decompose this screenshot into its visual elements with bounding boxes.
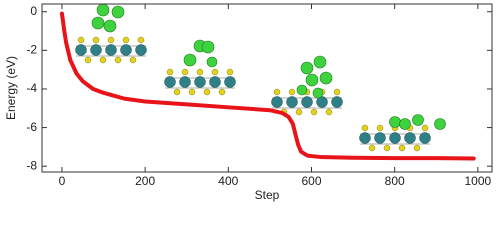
page: Energy (eV) Step 0 -2 -4 -6 -8 0 200 400 600 800 1… xyxy=(4,3,493,203)
structure-insets xyxy=(75,3,446,152)
y-tick-label: -2 xyxy=(26,43,37,57)
y-tick-label: -4 xyxy=(26,81,37,95)
y-tick-label: 0 xyxy=(30,4,37,18)
y-tick-label: -6 xyxy=(26,120,37,134)
x-tick-label: 1000 xyxy=(465,174,492,188)
energy-line xyxy=(59,11,476,161)
y-axis-label: Energy (eV) xyxy=(4,56,18,120)
x-tick-label: 200 xyxy=(135,174,155,188)
x-axis-label: Step xyxy=(255,188,280,202)
x-tick-label: 0 xyxy=(59,174,66,188)
x-tick-label: 800 xyxy=(385,174,405,188)
x-tick-label: 600 xyxy=(301,174,321,188)
x-tick-label: 400 xyxy=(218,174,238,188)
chart: Energy (eV) Step 0 -2 -4 -6 -8 0 200 400 600 800 1… xyxy=(4,3,493,202)
y-tick-label: -8 xyxy=(26,158,37,172)
plot-frame xyxy=(41,3,493,173)
